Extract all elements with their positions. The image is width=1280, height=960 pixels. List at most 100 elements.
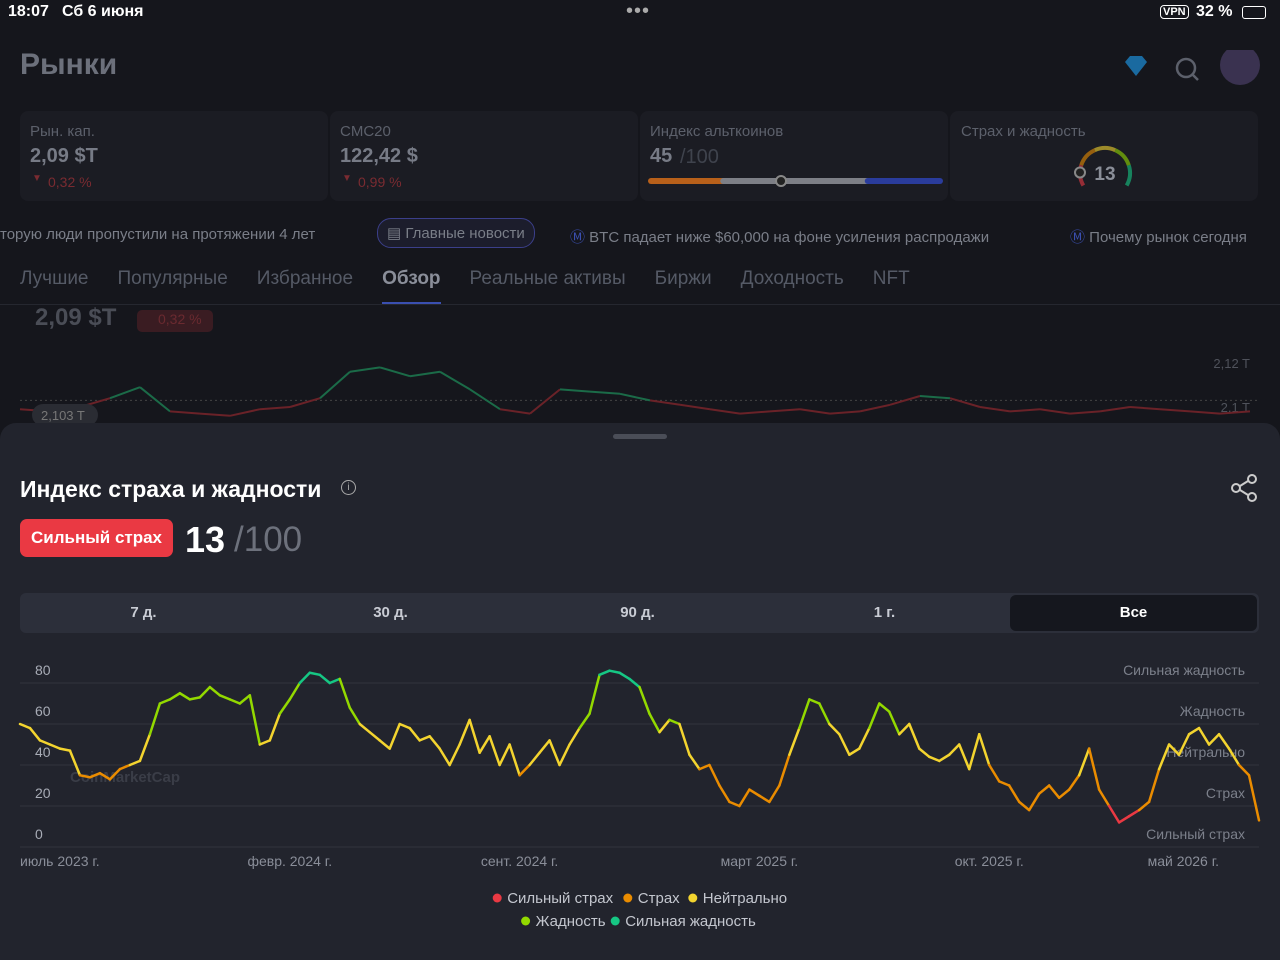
bg-line-segment [469,388,501,411]
line-segment [238,694,252,705]
line-segment [1047,784,1061,800]
index-value: 13 [185,519,226,560]
news-icon: ▤ [387,225,406,242]
line-segment [758,794,771,804]
line-segment [158,698,172,705]
period-button[interactable]: 1 г. [873,604,896,621]
line-segment [977,733,991,767]
period-button[interactable]: 7 д. [130,604,157,621]
line-segment [678,722,691,756]
gauge-arc [1114,148,1131,167]
bg-line-segment [1069,410,1101,415]
line-segment [598,669,611,677]
tab[interactable]: Популярные [117,268,228,289]
line-segment [118,763,132,771]
bg-line-segment [259,406,291,411]
line-segment [748,788,761,797]
legend-swatch [492,893,502,903]
news-icon: Ⓜ [1070,229,1090,246]
line-segment [957,743,971,771]
news-item[interactable]: Ⓜ Почему рынок сегодня [1070,226,1247,247]
line-segment [808,698,821,705]
bg-line-segment [919,395,951,400]
line-segment [668,718,681,726]
line-segment [1067,774,1081,791]
bg-line-segment [349,366,381,373]
line-segment [248,694,262,746]
line-segment [538,739,551,754]
line-segment [208,685,222,697]
line-segment [328,677,341,685]
line-segment [1077,747,1091,777]
bg-line-segment [229,408,261,417]
tab[interactable]: Обзор [382,268,441,305]
fear-greed-card-value: 13 [1094,164,1115,185]
line-segment [568,726,581,746]
battery-icon [1242,6,1266,19]
bg-line-segment [619,392,651,402]
news-item[interactable]: торую люди пропустили на протяжении 4 ле… [0,226,316,243]
line-segment [528,751,541,767]
news-pill[interactable]: ▤ Главные новости [377,218,535,248]
line-segment [38,739,52,746]
down-arrow: ▼ [32,173,42,184]
stat-label: CMC20 [340,123,391,140]
bg-y-tick-label: 2,12 T [1213,356,1250,371]
search-icon[interactable] [1175,57,1197,79]
baseline-label: 2,103 T [41,408,85,423]
line-segment [548,739,561,767]
line-segment [1147,767,1161,804]
legend-swatch [610,916,620,926]
stat-card[interactable]: CMC20 122,42 $ 0,99 % ▼ [330,111,638,201]
date: Сб 6 июня [62,3,144,20]
tab[interactable]: Лучшие [20,268,89,289]
info-icon[interactable]: i [341,480,356,495]
baseline-pill [32,404,98,423]
share-icon[interactable] [1230,473,1260,503]
bg-line-segment [649,399,681,406]
bg-line-segment [589,390,621,395]
line-segment [1107,804,1121,824]
line-segment [308,671,322,677]
bg-line-segment [529,388,561,415]
line-segment [48,743,62,750]
bg-line-segment [949,397,981,408]
fear-greed-card[interactable]: Страх и жадность [950,111,1258,201]
zone-label: Нейтрально [1166,744,1245,760]
line-segment [1117,815,1131,824]
bg-line-segment [1189,410,1221,415]
line-segment [68,749,82,777]
tab[interactable]: Биржи [654,268,712,289]
x-tick-label: сент. 2024 г. [481,853,558,869]
tab[interactable]: Реальные активы [469,268,626,289]
line-segment [558,743,571,767]
line-segment [728,800,741,808]
tab[interactable]: Доходность [740,268,844,289]
tab[interactable]: Избранное [256,268,354,289]
news-item[interactable]: Ⓜ BTC падает ниже $60,000 на фоне усилен… [570,226,989,247]
period-button[interactable]: 30 д. [373,604,408,621]
news-icon: Ⓜ [570,229,590,246]
line-segment [388,722,401,750]
tab[interactable]: NFT [872,268,910,289]
period-button[interactable]: 90 д. [620,604,655,621]
line-segment [1027,792,1041,812]
line-segment [1217,733,1231,750]
bg-line-segment [139,386,171,413]
legend-label: Нейтрально [703,890,787,907]
line-segment [778,753,791,787]
sheet-handle[interactable] [613,434,667,439]
stat-card[interactable]: Рын. кап. 2,09 $T 0,32 % ▼ [20,111,328,201]
diamond-icon[interactable] [1125,56,1147,76]
period-button[interactable]: Все [1010,595,1257,631]
line-segment [1177,733,1191,756]
avatar[interactable] [1220,50,1260,85]
line-segment [708,763,721,787]
altcoin-card[interactable]: Индекс альткоинов 45 /100 [640,111,948,201]
x-tick-label: июль 2023 г. [20,853,100,869]
line-segment [618,671,631,681]
bg-line-segment [709,408,741,415]
line-segment [418,735,431,742]
